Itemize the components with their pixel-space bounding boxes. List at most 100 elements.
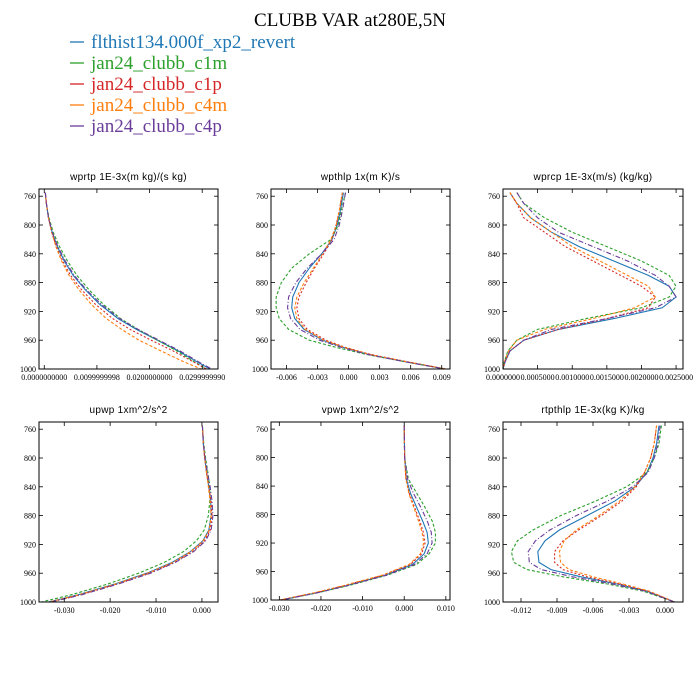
series-line <box>48 425 212 602</box>
series-line <box>281 425 429 600</box>
x-tick-label: -0.006 <box>583 606 604 615</box>
panel-title: vpwp 1xm^2/s^2 <box>322 405 400 416</box>
y-tick-label: 920 <box>24 540 36 549</box>
x-tick-label: -0.010 <box>146 606 167 615</box>
y-tick-label: 800 <box>24 454 36 463</box>
series-line <box>294 192 446 369</box>
x-tick-label: 0.0025000 <box>659 373 693 382</box>
panel-title: upwp 1xm^2/s^2 <box>89 405 167 416</box>
series-line <box>503 192 677 369</box>
x-tick-label: 0.0015000 <box>590 373 624 382</box>
series-line <box>503 192 677 369</box>
panel-title: wpthlp 1x(m K)/s <box>320 172 400 183</box>
x-tick-label: -0.030 <box>54 606 75 615</box>
plot-frame <box>38 421 219 603</box>
y-tick-label: 960 <box>488 569 500 578</box>
x-tick-label: 0.0299999990 <box>179 373 225 382</box>
x-tick-label: 0.010 <box>437 604 455 613</box>
y-tick-label: 760 <box>488 425 500 434</box>
y-tick-label: 800 <box>488 454 500 463</box>
panel-title: rtpthlp 1E-3x(kg K)/kg <box>541 405 644 416</box>
x-tick-label: 0.009 <box>433 373 451 382</box>
plot-frame <box>502 188 684 370</box>
chart-panels: wprtp 1E-3x(m kg)/(s kg) 760 800 840 880 920 9… <box>20 172 693 615</box>
chart-panel: vpwp 1xm^2/s^27608008408809209601000-0.0… <box>252 405 455 613</box>
legend-label: jan24_clubb_c1m <box>90 53 227 74</box>
x-tick-label: -0.020 <box>311 604 332 613</box>
series-line <box>44 192 207 369</box>
y-tick-label: 1000 <box>20 365 36 374</box>
y-tick-label: 800 <box>256 454 268 463</box>
series-line <box>48 425 212 602</box>
y-tick-label: 880 <box>488 279 500 288</box>
x-tick-label: -0.003 <box>619 606 640 615</box>
series-line <box>527 425 675 602</box>
x-tick-label: -0.012 <box>511 606 532 615</box>
y-tick-label: 1000 <box>20 598 36 607</box>
y-tick-label: 800 <box>488 221 500 230</box>
plot-frame <box>38 188 219 370</box>
chart-panel: upwp 1xm^2/s^2 760 800 840 880 920 960 1000 -0.0… <box>20 405 219 615</box>
y-tick-label: 920 <box>256 307 268 316</box>
legend-label: jan24_clubb_c4p <box>90 116 222 137</box>
x-tick-label: -0.010 <box>352 604 373 613</box>
y-tick-label: 880 <box>488 512 500 521</box>
y-tick-label: 840 <box>24 250 36 259</box>
y-tick-label: 840 <box>488 250 500 259</box>
chart-panel: wprcp 1E-3x(m/s) (kg/kg) 760 800 840 880 920 9… <box>484 172 693 382</box>
x-tick-label: 0.000 <box>340 373 358 382</box>
chart-panel: rtpthlp 1E-3x(kg K)/kg 760 800 840 880 920 960… <box>484 405 684 615</box>
y-tick-label: 920 <box>488 307 500 316</box>
series-line <box>286 192 445 369</box>
series-line <box>51 425 214 602</box>
x-tick-label: -0.009 <box>547 606 568 615</box>
x-tick-label: 0.000 <box>656 606 674 615</box>
y-tick-label: 760 <box>256 192 268 201</box>
y-tick-label: 800 <box>256 221 268 230</box>
y-tick-label: 960 <box>24 336 36 345</box>
series-line <box>503 192 677 369</box>
y-tick-label: 920 <box>24 307 36 316</box>
y-tick-label: 1000 <box>484 598 500 607</box>
series-line <box>281 425 436 600</box>
series-line <box>281 425 433 600</box>
y-tick-label: 760 <box>488 192 500 201</box>
y-tick-label: 960 <box>488 336 500 345</box>
x-tick-label: 0.0000000 <box>486 373 520 382</box>
chart-panel: wprtp 1E-3x(m kg)/(s kg) 760 800 840 880 920 9… <box>20 172 225 382</box>
series-line <box>44 192 211 369</box>
x-tick-label: 0.003 <box>371 373 389 382</box>
plot-frame <box>270 188 451 370</box>
y-tick-label: 920 <box>256 539 268 548</box>
legend-label: jan24_clubb_c4m <box>90 95 227 116</box>
legend-label: flthist134.000f_xp2_revert <box>91 32 296 53</box>
x-tick-label: 0.000 <box>395 604 413 613</box>
series-line <box>275 192 446 369</box>
series-line <box>50 425 213 602</box>
x-tick-label: 0.006 <box>402 373 420 382</box>
y-tick-label: 880 <box>24 279 36 288</box>
series-line <box>41 425 211 602</box>
x-tick-label: 0.0005000 <box>521 373 555 382</box>
series-line <box>510 425 675 602</box>
y-tick-label: 840 <box>256 482 268 491</box>
x-tick-label: 0.000 <box>193 606 211 615</box>
series-line <box>291 192 445 369</box>
plot-frame <box>270 421 451 601</box>
x-tick-label: -0.003 <box>307 373 328 382</box>
x-tick-label: 0.0020000 <box>624 373 658 382</box>
y-tick-label: 840 <box>488 483 500 492</box>
y-tick-label: 760 <box>24 425 36 434</box>
x-tick-label: 0.0010000 <box>555 373 589 382</box>
series-line <box>503 192 657 369</box>
y-tick-label: 960 <box>24 569 36 578</box>
y-tick-label: 760 <box>256 425 268 434</box>
x-tick-label: -0.006 <box>276 373 297 382</box>
y-tick-label: 920 <box>488 540 500 549</box>
series-line <box>503 192 657 369</box>
figure-title: CLUBB VAR at280E,5N <box>254 10 446 31</box>
y-tick-label: 760 <box>24 192 36 201</box>
y-tick-label: 840 <box>24 483 36 492</box>
y-tick-label: 840 <box>256 250 268 259</box>
